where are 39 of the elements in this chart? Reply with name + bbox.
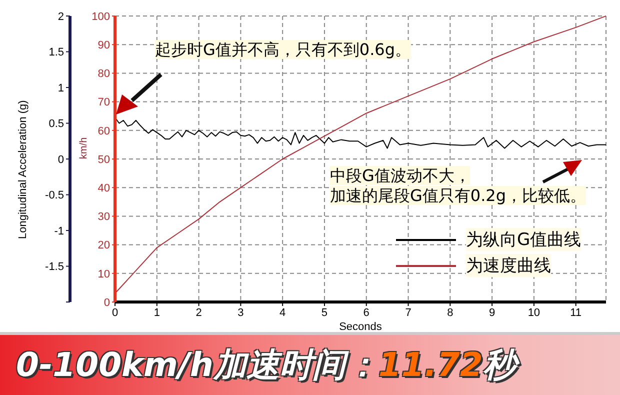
x-tick-label: 1 [154,306,160,319]
y-tick-label: 0.5 [48,118,64,130]
y2-tick-label: 70 [98,96,110,109]
y-tick-label: 0 [58,154,64,166]
x-tick-label: 2 [196,306,202,319]
y2-tick-label: 40 [98,182,110,195]
y-tick-label: 1 [58,82,64,94]
y2-tick-label: 20 [98,240,110,252]
x-axis-title: Seconds [339,321,382,333]
x-tick-label: 7 [405,306,412,319]
x-tick-label: 8 [447,306,454,319]
x-tick-label: 10 [528,306,540,319]
y2-tick-label: 50 [98,154,110,166]
y-tick-label: 1.5 [48,46,64,59]
y-tick-label: -0.5 [45,190,64,202]
y2-tick-label: 100 [92,10,110,23]
x-tick-label: 0 [112,306,118,319]
legend-label: 为纵向G值曲线 [466,228,582,251]
y2-tick-label: 10 [98,268,110,280]
y2-axis-title: km/h [78,137,90,159]
legend-label: 为速度曲线 [466,254,551,277]
x-tick-label: 11 [570,306,582,319]
annotation: 中段G值波动不大，加速的尾段G值只有0.2g，比较低。 [330,166,586,205]
x-tick-label: 6 [363,306,370,319]
line-series [115,117,606,149]
y-tick-label: -1.5 [45,261,64,274]
y2-tick-label: 90 [98,40,110,52]
y-tick-label: -1 [54,225,64,238]
y2-tick-label: 60 [98,125,110,138]
y-axis-title: Longitudinal Acceleration (g) [16,100,29,239]
y2-tick-label: 30 [98,211,110,224]
x-tick-label: 4 [280,306,286,319]
x-tick-label: 5 [321,306,328,319]
annotation: 起步时G值并不高，只有不到0.6g。 [155,40,411,59]
x-tick-label: 9 [488,306,496,319]
x-tick-label: 3 [238,306,244,319]
y2-tick-label: 0 [104,296,110,309]
y-tick-label: 2 [58,10,64,23]
y2-tick-label: 80 [98,68,110,80]
